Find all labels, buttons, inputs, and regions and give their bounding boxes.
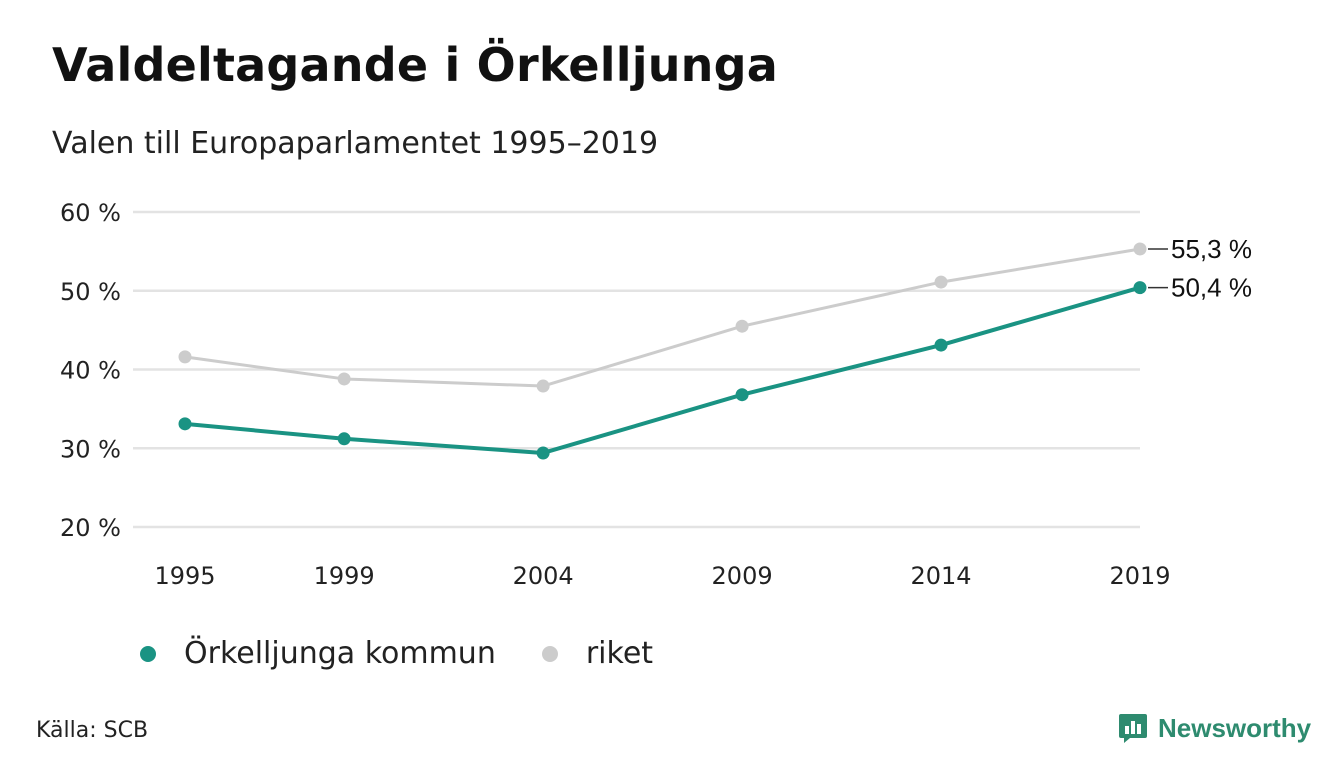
legend-label-orkelljunga: Örkelljunga kommun <box>184 636 496 671</box>
data-point-orkelljunga-1999 <box>337 432 351 446</box>
series-line-riket <box>184 247 1141 388</box>
data-point-riket-2009 <box>735 319 749 333</box>
y-tick-label-50: 50 % <box>60 278 121 306</box>
legend-marker-riket <box>541 645 558 662</box>
brand-name: Newsworthy <box>1158 712 1312 743</box>
legend-item-riket: riket <box>541 636 654 671</box>
data-point-riket-1999 <box>337 372 351 386</box>
y-tick-label-60: 60 % <box>60 199 121 227</box>
data-point-orkelljunga-2009 <box>735 388 749 402</box>
x-tick-label-2009: 2009 <box>712 562 773 590</box>
data-point-orkelljunga-1995 <box>178 417 192 431</box>
x-tick-label-1995: 1995 <box>154 562 215 590</box>
y-tick-label-20: 20 % <box>60 514 121 542</box>
data-point-riket-1995 <box>178 350 192 364</box>
legend-item-orkelljunga: Örkelljunga kommun <box>140 636 496 671</box>
data-point-orkelljunga-2014 <box>934 338 948 352</box>
chart-subtitle: Valen till Europaparlamentet 1995–2019 <box>52 126 659 161</box>
series-line-orkelljunga <box>184 285 1141 455</box>
y-tick-label-30: 30 % <box>60 435 121 463</box>
newsworthy-logo-icon <box>1119 714 1147 743</box>
end-label-orkelljunga: 50,4 % <box>1171 273 1252 303</box>
data-point-riket-2004 <box>536 379 550 393</box>
x-tick-label-1999: 1999 <box>314 562 375 590</box>
x-tick-label-2014: 2014 <box>911 562 972 590</box>
source-note: Källa: SCB <box>36 718 149 743</box>
legend-marker-orkelljunga <box>140 645 156 662</box>
chart-title: Valdeltagande i Örkelljunga <box>52 38 778 92</box>
data-point-riket-2019 <box>1133 242 1147 256</box>
brand: Newsworthy <box>1118 712 1311 744</box>
legend-label-riket: riket <box>585 636 654 671</box>
x-tick-label-2004: 2004 <box>513 562 574 590</box>
data-point-orkelljunga-2004 <box>536 446 550 460</box>
data-point-riket-2014 <box>934 275 948 289</box>
end-label-riket: 55,3 % <box>1171 234 1252 264</box>
y-tick-label-40: 40 % <box>60 357 121 385</box>
data-point-orkelljunga-2019 <box>1133 281 1147 295</box>
x-tick-label-2019: 2019 <box>1109 562 1170 590</box>
legend: Örkelljunga kommun riket <box>140 636 699 671</box>
